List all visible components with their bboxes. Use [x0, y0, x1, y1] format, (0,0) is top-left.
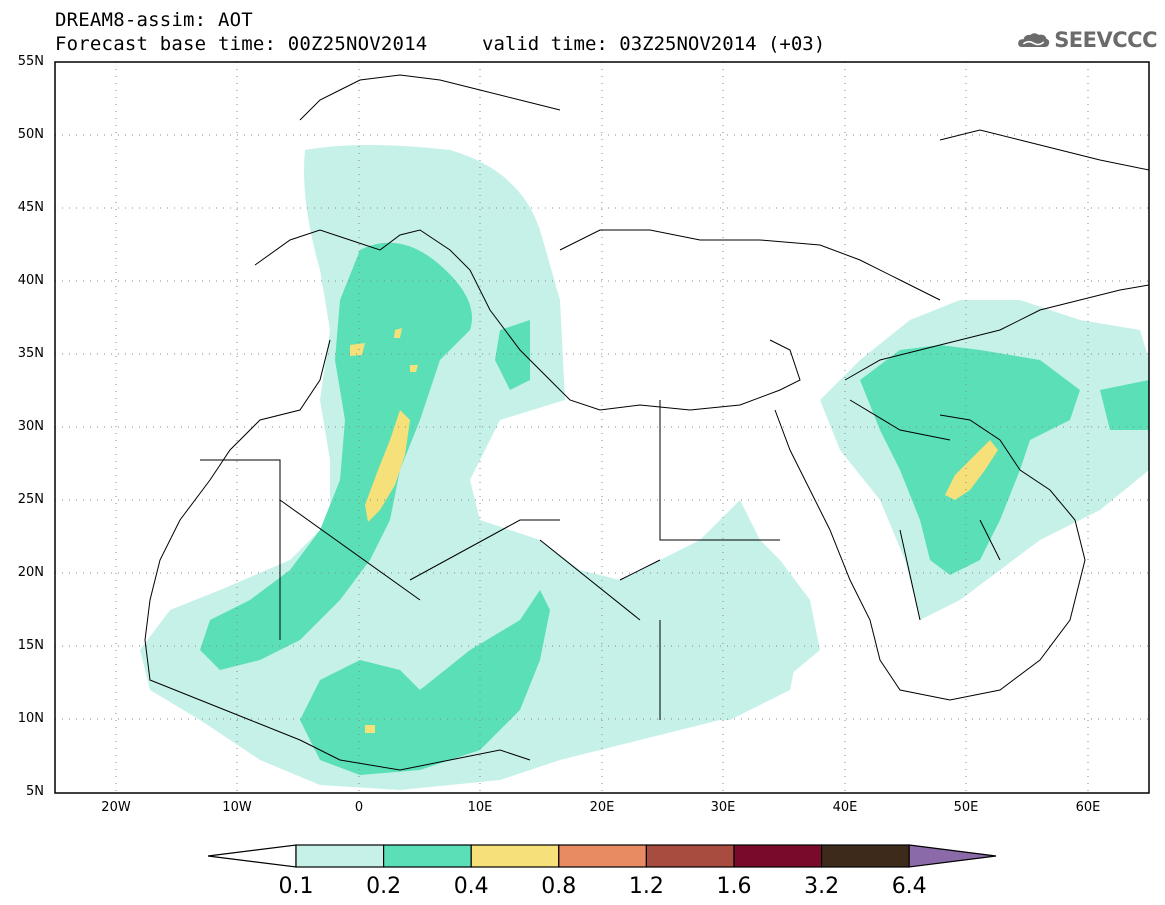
colorbar-label: 1.6 — [716, 874, 752, 899]
lat-label: 55N — [17, 54, 44, 69]
colorbar-label: 3.2 — [804, 874, 840, 899]
lon-label: 10E — [467, 800, 493, 815]
lat-label: 35N — [17, 346, 44, 361]
lat-label: 30N — [17, 419, 44, 434]
colorbar-label: 0.1 — [278, 874, 314, 899]
lat-label: 50N — [17, 127, 44, 142]
graticule — [55, 62, 1149, 793]
cloud-logo-icon — [1018, 33, 1050, 48]
lat-label: 5N — [26, 784, 44, 799]
logo-text: SEEVCCC — [1054, 28, 1157, 52]
lon-label: 60E — [1075, 800, 1101, 815]
lon-label: 20E — [589, 800, 615, 815]
lat-label: 45N — [17, 200, 44, 215]
colorbar-label: 0.8 — [541, 874, 577, 899]
seevccc-logo: SEEVCCC — [1017, 24, 1157, 56]
lat-label: 10N — [17, 711, 44, 726]
map-frame — [54, 61, 1150, 794]
lon-label: 40E — [832, 800, 858, 815]
colorbar-label: 0.2 — [366, 874, 402, 899]
colorbar-label: 0.4 — [453, 874, 489, 899]
lon-label: 10W — [222, 800, 252, 815]
lat-label: 25N — [17, 492, 44, 507]
valid-time: valid time: 03Z25NOV2014 (+03) — [482, 33, 826, 55]
lon-label: 20W — [101, 800, 131, 815]
lat-label: 20N — [17, 565, 44, 580]
lat-label: 15N — [17, 638, 44, 653]
lon-label: 30E — [710, 800, 736, 815]
lon-label: 0 — [354, 800, 364, 815]
coastlines — [144, 74, 1149, 771]
colorbar-label: 1.2 — [628, 874, 664, 899]
lat-label: 40N — [17, 273, 44, 288]
colorbar-label: 6.4 — [891, 874, 927, 899]
forecast-base-time: Forecast base time: 00Z25NOV2014 — [55, 33, 428, 55]
aot-contour-0.4 — [350, 328, 998, 733]
lon-label: 50E — [953, 800, 979, 815]
map-title: DREAM8-assim: AOT — [55, 9, 253, 31]
